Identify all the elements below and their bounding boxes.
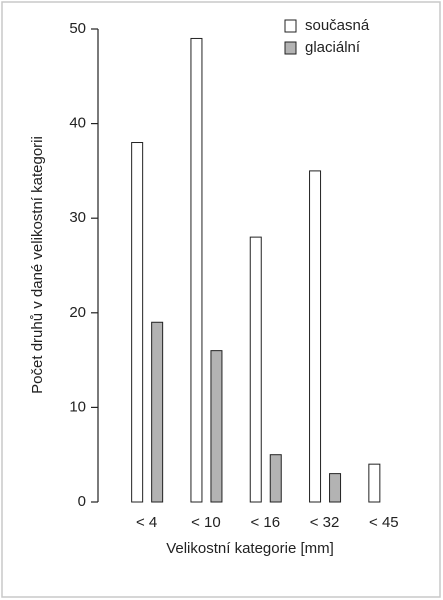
y-tick-label: 50 bbox=[69, 20, 86, 37]
bar bbox=[269, 454, 282, 503]
bar bbox=[210, 350, 223, 503]
bar bbox=[329, 473, 342, 503]
bar bbox=[190, 37, 203, 503]
y-tick-label: 0 bbox=[78, 493, 86, 510]
legend-label: glaciální bbox=[305, 39, 361, 56]
legend-label: současná bbox=[305, 17, 370, 34]
y-tick-label: 40 bbox=[69, 115, 86, 132]
bar bbox=[368, 463, 381, 503]
bar bbox=[151, 321, 164, 503]
x-tick-label: < 10 bbox=[191, 514, 221, 531]
x-tick-label: < 16 bbox=[250, 514, 280, 531]
y-tick-label: 30 bbox=[69, 209, 86, 226]
x-tick-label: < 32 bbox=[310, 514, 340, 531]
x-axis-title: Velikostní kategorie [mm] bbox=[166, 540, 334, 557]
x-tick-label: < 4 bbox=[136, 514, 157, 531]
bar bbox=[131, 142, 144, 503]
legend-swatch bbox=[284, 41, 297, 55]
legend-swatch bbox=[284, 19, 297, 33]
y-axis-title: Počet druhů v dané velikostní kategorii bbox=[29, 136, 46, 394]
x-tick-label: < 45 bbox=[369, 514, 399, 531]
bar bbox=[249, 236, 262, 503]
bar bbox=[309, 170, 322, 503]
y-tick-label: 10 bbox=[69, 398, 86, 415]
y-tick-label: 20 bbox=[69, 304, 86, 321]
